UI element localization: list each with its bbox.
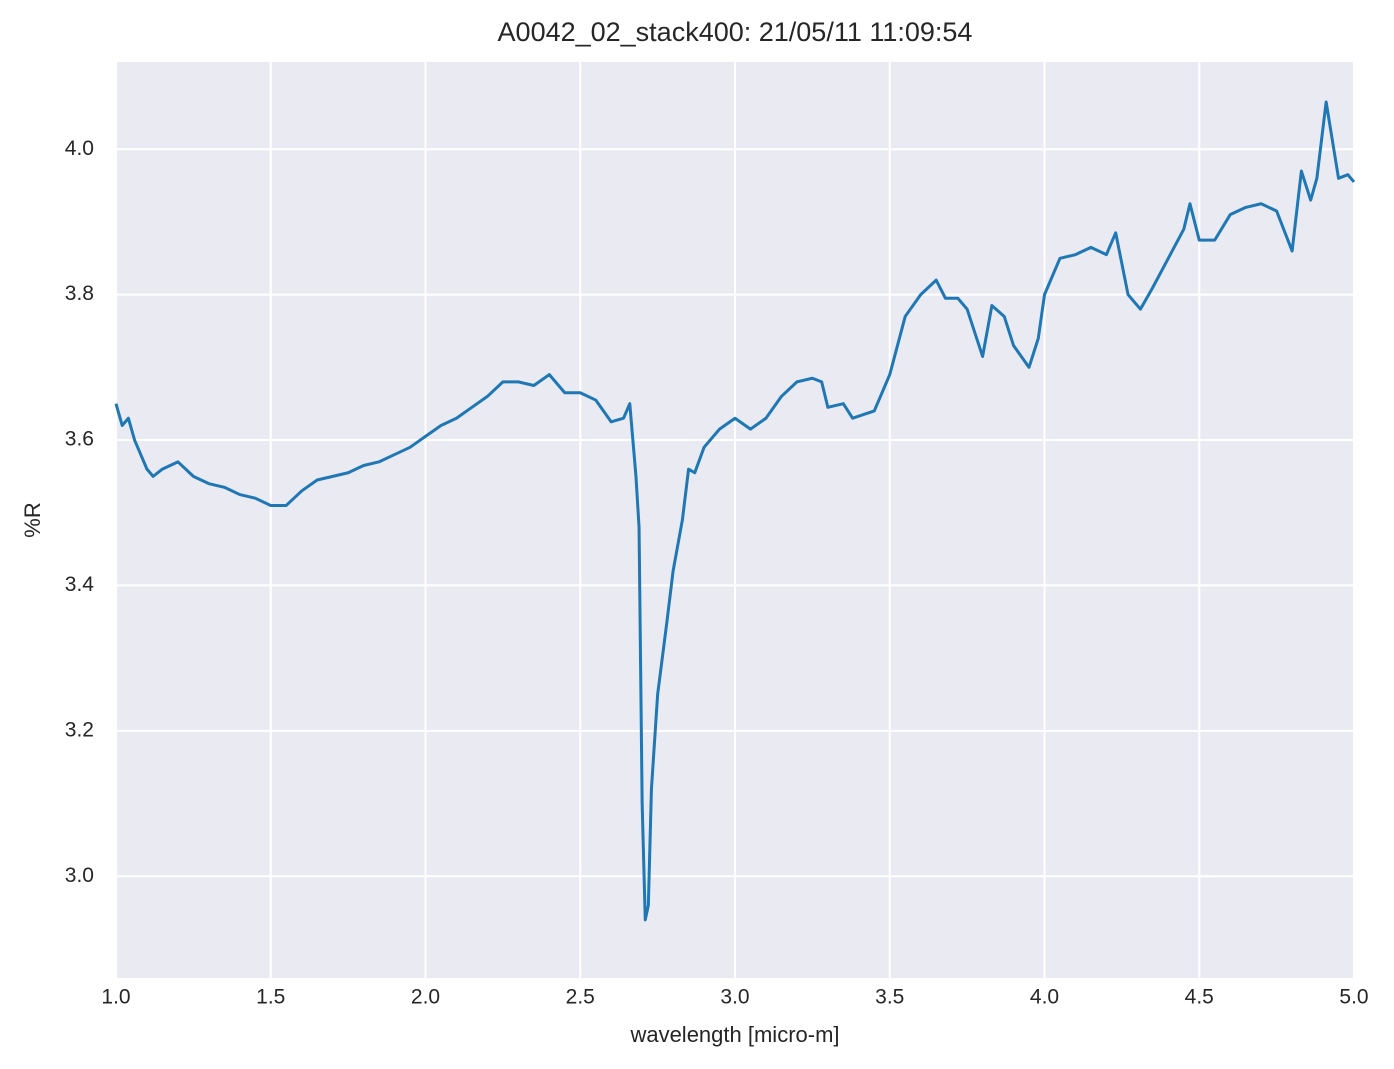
x-tick-label: 2.5: [566, 986, 595, 1009]
x-tick-label: 4.0: [1030, 986, 1059, 1009]
x-tick-label: 2.0: [411, 986, 440, 1009]
y-axis-label: %R: [20, 502, 45, 537]
x-axis-label: wavelength [micro-m]: [629, 1022, 839, 1047]
data-line: [114, 100, 1356, 922]
y-tick-label: 3.6: [65, 428, 94, 451]
x-tick-label: 5.0: [1339, 986, 1368, 1009]
y-tick-label: 3.2: [65, 718, 94, 741]
chart-title: A0042_02_stack400: 21/05/11 11:09:54: [498, 17, 973, 47]
x-tick-label: 1.0: [101, 986, 130, 1009]
y-tick-label: 4.0: [65, 137, 94, 160]
y-tick-label: 3.4: [65, 573, 95, 596]
y-tick-label: 3.8: [65, 282, 94, 305]
y-tick-label: 3.0: [65, 864, 94, 887]
x-tick-label: 4.5: [1185, 986, 1214, 1009]
x-tick-label: 3.0: [720, 986, 749, 1009]
x-tick-label: 3.5: [875, 986, 904, 1009]
x-tick-label: 1.5: [256, 986, 285, 1009]
